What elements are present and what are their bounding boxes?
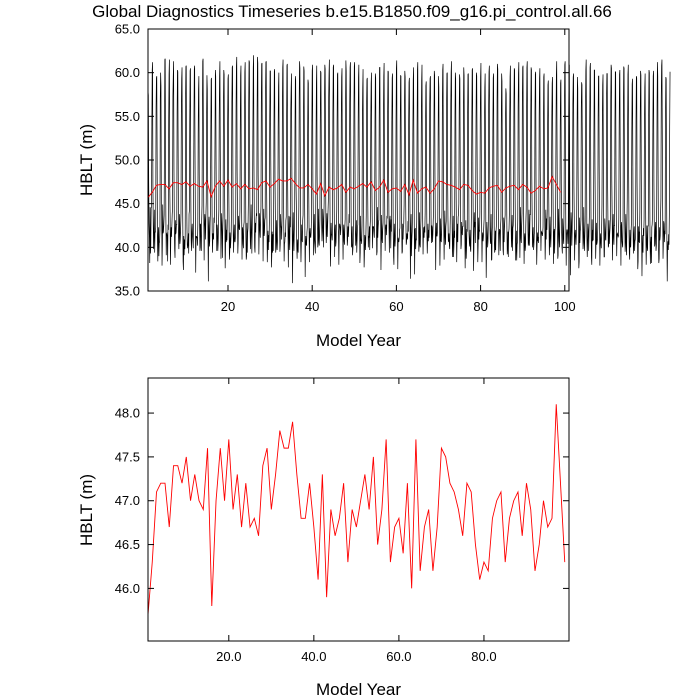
top-ticks <box>148 28 569 292</box>
bottom-y-tick-label: 46.0 <box>115 581 140 596</box>
top-y-tick-label: 45.0 <box>115 196 140 211</box>
top-y-tick-label: 55.0 <box>115 109 140 124</box>
bottom-y-tick-label: 48.0 <box>115 406 140 421</box>
bottom-x-axis-label: Model Year <box>316 680 401 699</box>
bottom-series-red-line <box>147 404 566 615</box>
bottom-ticks <box>148 378 569 641</box>
bottom-x-tick-label: 40.0 <box>301 649 326 664</box>
bottom-y-tick-label: 46.5 <box>115 537 140 552</box>
chart-title: Global Diagnostics Timeseries b.e15.B185… <box>92 2 612 21</box>
top-tick-labels: 20 40 60 80 100 35.0 40.0 45.0 50.0 55.0 60.0 65.0 <box>115 22 576 315</box>
top-series-black-line <box>147 55 671 284</box>
top-x-axis-label: Model Year <box>316 331 401 350</box>
top-y-axis-label: HBLT (m) <box>77 124 96 196</box>
bottom-tick-labels: 20.0 40.0 60.0 80.0 46.0 46.5 47.0 47.5 48.0 <box>115 406 497 664</box>
bottom-x-tick-label: 80.0 <box>471 649 496 664</box>
bottom-x-tick-label: 60.0 <box>386 649 411 664</box>
top-y-tick-label: 35.0 <box>115 284 140 299</box>
top-x-tick-label: 60 <box>389 299 403 314</box>
top-y-tick-label: 65.0 <box>115 22 140 37</box>
top-x-tick-label: 80 <box>473 299 487 314</box>
bottom-y-axis-label: HBLT (m) <box>77 474 96 546</box>
top-x-tick-label: 20 <box>221 299 235 314</box>
top-x-tick-label: 40 <box>305 299 319 314</box>
bottom-plot-frame <box>147 377 570 642</box>
bottom-y-tick-label: 47.0 <box>115 493 140 508</box>
bottom-panel: 20.0 40.0 60.0 80.0 46.0 46.5 47.0 47.5 48.0 Mod… <box>77 377 570 699</box>
top-y-tick-label: 40.0 <box>115 240 140 255</box>
top-series-red-line <box>147 175 561 199</box>
bottom-x-tick-label: 20.0 <box>216 649 241 664</box>
top-x-tick-label: 100 <box>554 299 576 314</box>
top-y-tick-label: 50.0 <box>115 153 140 168</box>
top-series-lines <box>147 55 671 284</box>
top-panel: 20 40 60 80 10035.040.045.050.055.060.065.0 … <box>77 22 671 350</box>
bottom-y-tick-label: 47.5 <box>115 449 140 464</box>
top-y-tick-label: 60.0 <box>115 65 140 80</box>
bottom-series-lines <box>147 404 566 615</box>
